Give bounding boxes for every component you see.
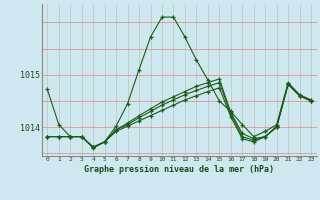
X-axis label: Graphe pression niveau de la mer (hPa): Graphe pression niveau de la mer (hPa) [84,165,274,174]
